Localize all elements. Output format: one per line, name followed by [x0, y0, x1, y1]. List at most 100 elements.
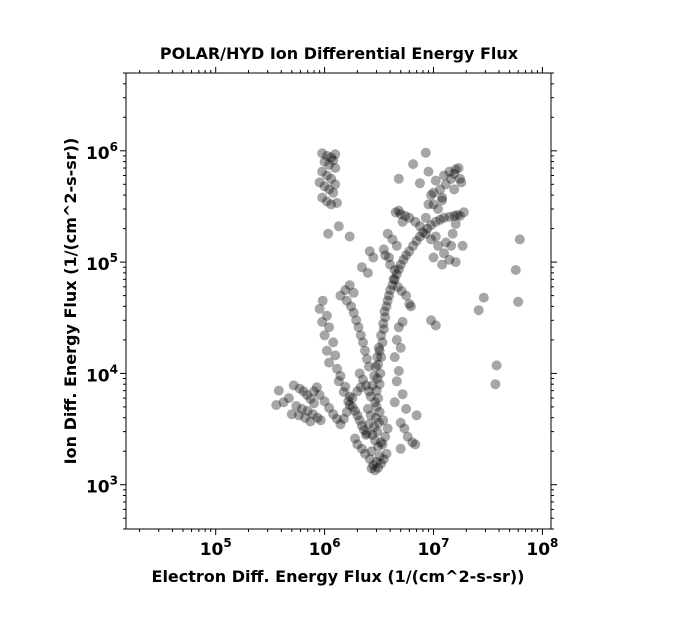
- data-point: [444, 211, 455, 222]
- x-tick-label: 106: [309, 536, 341, 560]
- data-point: [335, 370, 346, 381]
- data-point: [347, 393, 358, 404]
- data-point: [346, 301, 357, 312]
- data-point: [350, 433, 360, 444]
- data-point: [324, 322, 335, 333]
- data-point: [350, 405, 360, 416]
- data-point: [319, 330, 330, 341]
- data-point: [376, 330, 387, 341]
- data-point: [414, 221, 425, 232]
- data-point: [387, 280, 398, 291]
- data-point: [330, 163, 341, 173]
- data-point: [514, 234, 525, 245]
- data-point: [378, 318, 389, 329]
- data-point: [456, 177, 467, 188]
- data-point: [332, 413, 342, 424]
- data-point: [368, 460, 379, 471]
- data-point: [314, 303, 325, 314]
- data-point: [407, 437, 418, 448]
- data-point: [397, 316, 408, 327]
- data-point: [309, 386, 319, 397]
- data-point: [378, 454, 389, 465]
- data-point: [291, 401, 302, 411]
- data-point: [428, 199, 439, 210]
- data-point: [360, 448, 370, 459]
- data-point: [367, 429, 378, 440]
- data-point: [366, 446, 377, 457]
- data-point: [358, 374, 368, 385]
- data-point: [404, 299, 415, 309]
- data-point: [439, 248, 449, 259]
- data-point: [370, 397, 380, 408]
- data-point: [326, 199, 337, 210]
- data-point: [433, 240, 443, 251]
- data-point: [455, 173, 465, 184]
- data-point: [332, 197, 342, 208]
- data-point: [377, 337, 388, 348]
- data-point: [352, 386, 363, 397]
- data-point: [354, 368, 365, 379]
- data-point: [478, 292, 489, 303]
- data-point: [363, 386, 374, 397]
- ticks-layer: 105 106 107 108 103 104 105 106: [86, 67, 558, 560]
- data-point: [302, 390, 313, 400]
- chart-title: POLAR/HYD Ion Differential Energy Flux: [160, 44, 519, 63]
- data-point: [389, 274, 400, 285]
- data-point: [384, 290, 394, 301]
- data-point: [373, 393, 384, 404]
- points-layer: [271, 147, 525, 476]
- data-point: [395, 443, 406, 454]
- data-point: [450, 257, 461, 268]
- data-point: [361, 380, 371, 391]
- data-point: [446, 240, 457, 251]
- data-point: [369, 422, 380, 432]
- data-point: [404, 246, 415, 257]
- data-point: [473, 305, 484, 316]
- data-point: [450, 164, 461, 175]
- data-point: [439, 170, 449, 181]
- data-point: [393, 366, 404, 376]
- data-point: [408, 159, 419, 170]
- data-point: [373, 342, 384, 353]
- data-point: [364, 246, 375, 257]
- data-point: [420, 212, 431, 223]
- data-point: [362, 267, 373, 278]
- data-point: [341, 295, 352, 306]
- data-point: [393, 205, 404, 216]
- data-point: [452, 210, 463, 220]
- data-point: [375, 368, 386, 379]
- data-point: [378, 415, 389, 426]
- data-point: [430, 216, 441, 227]
- data-point: [510, 265, 521, 275]
- data-point: [362, 428, 372, 439]
- plot-area: [125, 72, 552, 530]
- data-point: [300, 412, 310, 423]
- data-point: [437, 195, 448, 206]
- data-point: [330, 350, 341, 361]
- data-point: [340, 285, 351, 296]
- data-point: [379, 306, 390, 317]
- data-point: [355, 382, 366, 393]
- data-point: [414, 231, 425, 242]
- data-point: [422, 223, 433, 234]
- data-point: [389, 397, 400, 408]
- data-point: [311, 382, 322, 393]
- data-point: [344, 400, 355, 410]
- data-point: [328, 155, 339, 166]
- data-point: [397, 216, 408, 227]
- data-point: [293, 410, 304, 421]
- data-point: [328, 337, 339, 348]
- data-point: [378, 244, 389, 255]
- data-point: [353, 322, 364, 333]
- data-point: [371, 401, 382, 412]
- data-point: [408, 240, 419, 251]
- data-point: [428, 252, 439, 263]
- data-point: [317, 166, 328, 177]
- data-point: [373, 441, 384, 452]
- data-point: [398, 254, 409, 265]
- data-point: [391, 269, 402, 280]
- data-point: [321, 345, 332, 356]
- data-point: [314, 177, 325, 188]
- data-point: [298, 386, 309, 397]
- data-point: [278, 397, 289, 408]
